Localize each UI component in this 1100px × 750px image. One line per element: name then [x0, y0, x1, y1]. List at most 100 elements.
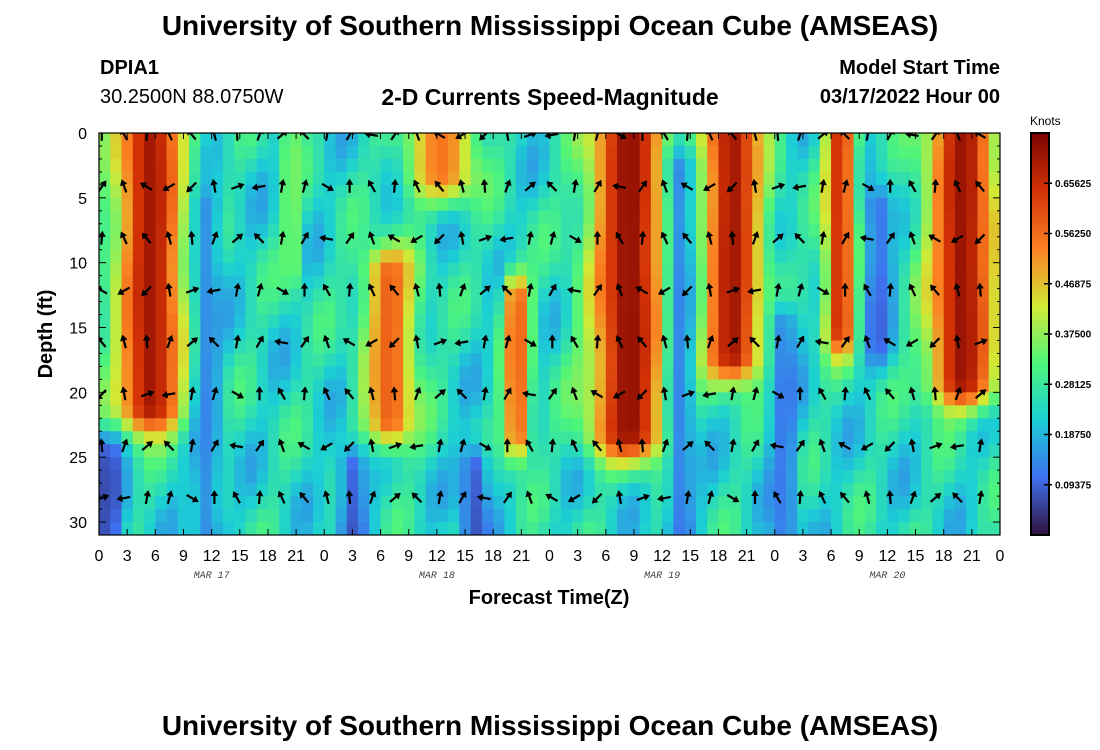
heatmap-cell — [605, 353, 618, 368]
heatmap-cell — [279, 262, 292, 277]
heatmap-cell — [549, 275, 562, 290]
x-tick-label: 12 — [878, 548, 896, 565]
heatmap-cell — [436, 522, 449, 535]
heatmap-cell — [583, 197, 596, 212]
current-arrow — [344, 388, 355, 400]
heatmap-cell — [977, 431, 990, 445]
heatmap-cell — [673, 340, 686, 355]
heatmap-cell — [617, 275, 629, 290]
heatmap-cell — [538, 171, 551, 186]
heatmap-cell — [909, 470, 922, 484]
heatmap-cell — [740, 522, 753, 535]
x-tick-label: 9 — [179, 548, 188, 565]
heatmap-cell — [222, 327, 235, 342]
heatmap-cell — [988, 327, 1000, 342]
heatmap-cell — [617, 314, 629, 329]
current-arrow — [188, 386, 196, 401]
heatmap-cell — [943, 171, 956, 186]
current-arrow — [458, 491, 467, 504]
heatmap-cell — [425, 392, 438, 406]
heatmap-cell — [583, 522, 596, 535]
heatmap-cell — [324, 379, 337, 393]
heatmap-cell — [538, 483, 551, 497]
heatmap-cell — [695, 470, 708, 484]
heatmap-cell — [515, 496, 528, 510]
heatmap-cell — [954, 275, 967, 290]
heatmap-cell — [786, 444, 798, 458]
heatmap-cell — [177, 288, 190, 303]
heatmap-cell — [909, 496, 922, 510]
heatmap-cell — [797, 444, 810, 458]
heatmap-cell — [526, 236, 539, 251]
colorbar-tick-label: 0.46875 — [1055, 279, 1092, 290]
heatmap-cell — [448, 418, 460, 432]
heatmap-cell — [853, 340, 866, 355]
heatmap-cell — [560, 340, 573, 355]
heatmap-cell — [831, 457, 843, 471]
heatmap-cell — [977, 470, 990, 484]
heatmap-cell — [121, 262, 134, 277]
heatmap-cell — [797, 249, 810, 264]
heatmap-cell — [200, 262, 213, 277]
heatmap-cell — [481, 366, 494, 380]
heatmap-cell — [898, 431, 911, 445]
heatmap-cell — [684, 288, 697, 303]
heatmap-cell — [662, 457, 674, 471]
current-arrow — [504, 179, 512, 193]
heatmap-cell — [177, 210, 190, 225]
heatmap-cell — [639, 418, 652, 432]
heatmap-cell — [763, 444, 776, 458]
heatmap-cell — [988, 249, 1000, 264]
heatmap-cell — [504, 145, 517, 160]
current-arrow — [139, 182, 153, 191]
heatmap-cell — [481, 275, 494, 290]
x-axis-title: Forecast Time(Z) — [469, 587, 630, 609]
heatmap-cell — [628, 457, 641, 471]
heatmap-cell — [515, 184, 528, 199]
heatmap-cell — [808, 184, 821, 199]
heatmap-cell — [594, 470, 607, 484]
heatmap-cell — [639, 522, 652, 535]
heatmap-cell — [921, 522, 934, 535]
current-arrow — [729, 438, 737, 453]
heatmap-cell — [222, 223, 235, 238]
heatmap-cell — [831, 210, 843, 225]
x-tick-label: 18 — [710, 548, 728, 565]
heatmap-cell — [740, 236, 753, 251]
heatmap-cell — [121, 158, 134, 173]
heatmap-cell — [740, 314, 753, 329]
heatmap-cell — [977, 223, 990, 238]
heatmap-cell — [358, 405, 370, 419]
current-arrow — [345, 490, 354, 505]
heatmap-cell — [695, 275, 708, 290]
heatmap-cell — [110, 288, 123, 303]
heatmap-cell — [189, 405, 201, 419]
heatmap-cell — [504, 522, 517, 535]
current-arrow — [525, 439, 534, 452]
heatmap-cell — [617, 483, 629, 497]
heatmap-cell — [369, 210, 382, 225]
heatmap-cell — [740, 249, 753, 264]
heatmap-cell — [312, 327, 325, 342]
heatmap-cell — [898, 223, 911, 238]
heatmap-cell — [211, 327, 224, 342]
heatmap-cell — [448, 366, 460, 380]
heatmap-cell — [707, 171, 720, 186]
heatmap-cell — [448, 483, 460, 497]
heatmap-cell — [132, 444, 145, 458]
heatmap-cell — [740, 275, 753, 290]
heatmap-cell — [943, 418, 956, 432]
heatmap-cell — [369, 171, 382, 186]
heatmap-cell — [729, 496, 742, 510]
heatmap-cell — [312, 288, 325, 303]
current-arrow — [751, 490, 759, 504]
heatmap-cell — [538, 275, 551, 290]
heatmap-cell — [673, 431, 686, 445]
heatmap-cell — [166, 431, 179, 445]
heatmap-cell — [234, 158, 247, 173]
heatmap-cell — [774, 340, 787, 355]
heatmap-cell — [639, 379, 652, 393]
heatmap-cell — [752, 444, 765, 458]
heatmap-cell — [538, 223, 551, 238]
heatmap-cell — [245, 145, 258, 160]
